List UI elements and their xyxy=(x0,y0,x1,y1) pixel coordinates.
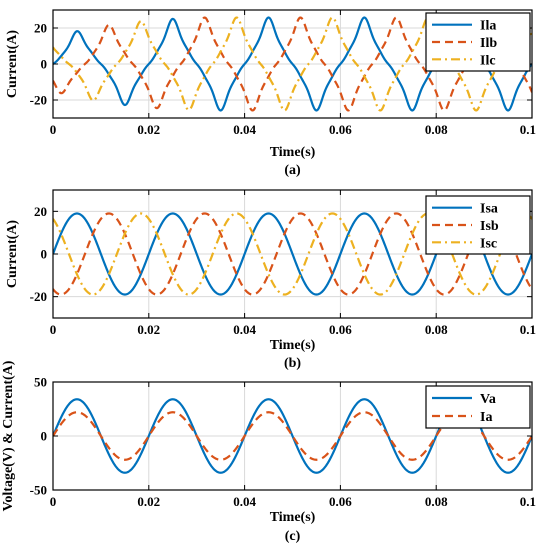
y-tick-label: 0 xyxy=(41,429,48,444)
x-axis-label: Time(s) xyxy=(270,338,316,353)
legend-label-ia: Ia xyxy=(480,410,492,425)
x-tick-label: 0.08 xyxy=(425,494,448,509)
legend-box xyxy=(425,12,531,72)
x-tick-label: 0.06 xyxy=(329,122,352,137)
legend: Isa Isb Isc xyxy=(425,195,531,255)
legend-label-ilb: Ilb xyxy=(480,36,497,51)
panel-caption: (c) xyxy=(285,529,301,544)
x-tick-label: 0.06 xyxy=(329,494,352,509)
y-axis-label: Voltage(V) & Current(A) xyxy=(1,360,16,511)
y-tick-label: 0 xyxy=(41,57,48,72)
legend: Va Ia xyxy=(425,385,531,429)
legend-label-ila: Ila xyxy=(480,19,496,34)
y-tick-label: 50 xyxy=(34,375,47,390)
x-tick-label: 0.02 xyxy=(137,122,160,137)
chart-panel-b: 0 0.02 0.04 0.06 0.08 0.1 -20 0 20 Time(s) Current… xyxy=(5,189,536,371)
legend-box xyxy=(425,385,531,429)
chart-panel-a: 0 0.02 0.04 0.06 0.08 0.1-20020Time(s)Current… xyxy=(5,9,536,178)
legend-label-isb: Isb xyxy=(480,219,499,234)
panel-caption: (b) xyxy=(284,356,301,371)
x-tick-label: 0.04 xyxy=(233,494,256,509)
y-tick-label: 20 xyxy=(34,204,47,219)
x-tick-label: 0 xyxy=(50,122,57,137)
series-line-ilb xyxy=(53,16,532,112)
legend-box xyxy=(425,195,531,255)
y-tick-label: 0 xyxy=(41,247,48,262)
y-tick-label: 20 xyxy=(34,21,47,36)
legend: Ila Ilb Ilc xyxy=(425,12,531,72)
legend-label-isa: Isa xyxy=(480,202,498,217)
x-tick-label: 0.02 xyxy=(137,494,160,509)
x-tick-label: 0.1 xyxy=(520,122,536,137)
x-tick-label: 0.04 xyxy=(233,122,256,137)
x-tick-label: 0.08 xyxy=(425,322,448,337)
legend-label-va: Va xyxy=(480,392,496,407)
y-tick-label: -20 xyxy=(30,93,47,108)
x-tick-label: 0.02 xyxy=(137,322,160,337)
x-tick-label: 0.06 xyxy=(329,322,352,337)
x-tick-label: 0.1 xyxy=(520,322,536,337)
series-line-isb xyxy=(53,212,532,296)
legend-label-isc: Isc xyxy=(480,236,497,251)
x-tick-label: 0 xyxy=(50,494,57,509)
x-axis-label: Time(s) xyxy=(270,145,316,160)
y-axis-label: Current(A) xyxy=(5,30,20,99)
x-tick-label: 0.1 xyxy=(520,494,536,509)
panel-caption: (a) xyxy=(284,163,301,178)
y-tick-label: -50 xyxy=(30,483,47,498)
legend-label-ilc: Ilc xyxy=(480,53,496,68)
x-axis-label: Time(s) xyxy=(270,510,316,525)
x-tick-label: 0.04 xyxy=(233,322,256,337)
y-axis-label: Current(A) xyxy=(5,220,20,289)
x-tick-label: 0.08 xyxy=(425,122,448,137)
y-tick-label: -20 xyxy=(30,289,47,304)
x-tick-label: 0 xyxy=(50,322,57,337)
chart-panel-c: 0 0.02 0.04 0.06 0.08 0.1-50050Time(s)Voltage… xyxy=(1,360,536,544)
